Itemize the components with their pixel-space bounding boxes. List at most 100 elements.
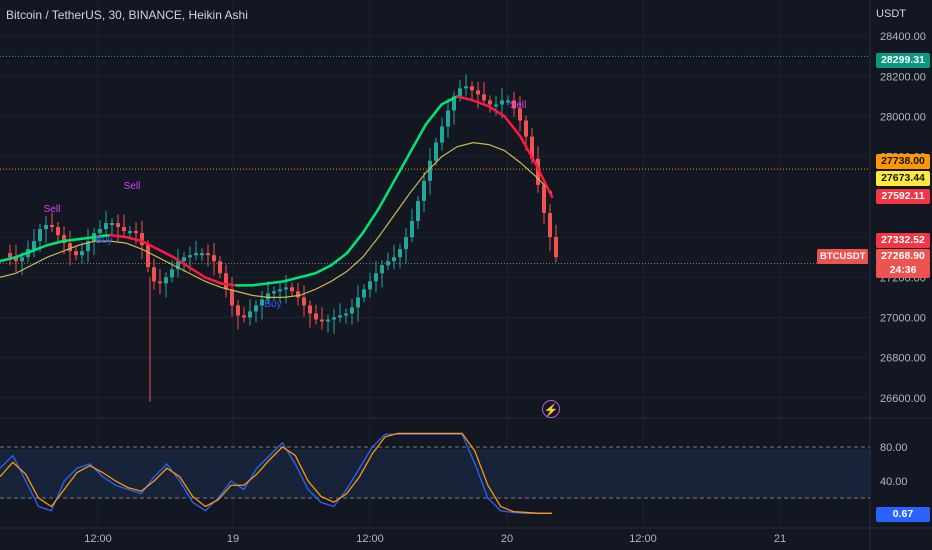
candle-body: [464, 86, 468, 89]
candle-body: [8, 253, 12, 258]
price-tag: 27592.11: [876, 189, 930, 204]
candle-body: [158, 281, 162, 284]
candle-body: [254, 305, 258, 312]
candle-body: [440, 126, 444, 143]
time-axis[interactable]: 12:00 19 12:00 20 12:00 21: [84, 533, 786, 545]
candle-body: [242, 315, 246, 318]
fast-ma-segment: [503, 115, 522, 138]
fast-ma-segment: [30, 243, 49, 253]
candle-body: [176, 261, 180, 270]
candle-body: [374, 273, 378, 282]
candle-body: [548, 212, 552, 238]
candle-body: [296, 291, 300, 298]
candle-body: [368, 281, 372, 290]
buy-signal-label: Buy: [95, 235, 112, 246]
fast-ma-segment: [188, 265, 207, 279]
candle-body: [446, 110, 450, 127]
fast-ma-segment: [408, 123, 428, 154]
price-axis[interactable]: 28400.0028200.0028000.0027800.0027400.00…: [880, 31, 926, 405]
candle-body: [404, 237, 408, 250]
candle-body: [500, 100, 504, 105]
candle-body: [278, 289, 282, 292]
fast-ma-segment: [471, 99, 491, 108]
fast-ma-segment: [219, 282, 238, 287]
candle-body: [524, 120, 528, 137]
candle-body: [38, 229, 42, 242]
candle-body: [206, 253, 210, 256]
candle-body: [518, 108, 522, 121]
price-tick-label: 28000.00: [880, 111, 926, 123]
candle-body: [350, 307, 354, 314]
fast-ma-segment: [251, 282, 270, 287]
candle-body: [122, 227, 126, 232]
time-tick-label: 12:00: [356, 533, 384, 545]
symbol-title[interactable]: Bitcoin / TetherUS, 30, BINANCE, Heikin …: [6, 8, 248, 22]
candle-body: [230, 289, 234, 306]
candle-body: [194, 253, 198, 256]
candle-body: [218, 261, 222, 274]
price-tag: 28299.31: [876, 53, 930, 68]
candle-body: [188, 255, 192, 258]
candle-body: [344, 313, 348, 316]
candle-body: [200, 253, 204, 256]
fast-ma-segment: [393, 151, 412, 183]
candle-body: [332, 317, 336, 320]
candle-body: [182, 257, 186, 262]
fast-ma-segment: [377, 179, 396, 211]
fast-ma-segment: [77, 235, 96, 241]
fast-ma-segment: [298, 272, 317, 279]
candle-body: [308, 305, 312, 314]
ticker-tag: BTCUSDT: [817, 249, 869, 264]
candle-body: [50, 225, 54, 228]
candle-body: [260, 299, 264, 306]
fast-ma-segment: [124, 235, 144, 243]
candle-body: [248, 311, 252, 318]
fast-ma-segment: [266, 280, 286, 285]
candle-body: [452, 96, 456, 111]
candle-body: [74, 251, 78, 256]
price-tag: 27738.00: [876, 154, 930, 169]
price-tick-label: 27000.00: [880, 312, 926, 324]
time-tick-label: 21: [774, 533, 786, 545]
candle-body: [326, 319, 330, 322]
fast-ma-segment: [282, 276, 301, 283]
candle-body: [68, 243, 72, 252]
candle-body: [284, 287, 288, 290]
time-tick-label: 12:00: [629, 533, 657, 545]
candle-body: [434, 142, 438, 161]
candle-body: [116, 223, 120, 228]
osc-band: [0, 449, 870, 498]
candle-body: [128, 231, 132, 234]
candle-body: [314, 313, 318, 320]
candle-body: [416, 200, 420, 222]
fast-ma-segment: [487, 105, 506, 118]
candle-body: [140, 233, 144, 246]
candle-body: [170, 269, 174, 278]
candle-body: [458, 88, 462, 97]
fast-ma-segment: [203, 276, 223, 285]
lightning-icon[interactable]: ⚡: [542, 400, 560, 418]
time-tick-label: 20: [501, 533, 513, 545]
fast-ma-segment: [361, 207, 380, 235]
fast-ma-segment: [61, 237, 81, 243]
candle-body: [110, 223, 114, 226]
sell-signal-label: Sell: [510, 100, 527, 111]
moving-averages: [0, 95, 554, 298]
fast-ma-segment: [109, 233, 128, 239]
sell-signal-label: Sell: [124, 181, 141, 192]
buy-signal-label: Buy: [264, 299, 281, 310]
candle-body: [506, 100, 510, 103]
fast-ma-segment: [46, 239, 65, 247]
candle-body: [422, 180, 426, 201]
candle-body: [20, 257, 24, 262]
fast-ma-segment: [314, 263, 333, 275]
candle-body: [494, 104, 498, 107]
fast-ma-segment: [93, 233, 112, 239]
oscillator-pane: 80.00 40.00: [0, 432, 908, 514]
fast-ma-segment: [140, 239, 159, 251]
candle-body: [386, 261, 390, 266]
candle-body: [44, 225, 48, 230]
candle-body: [482, 94, 486, 101]
time-tick-label: 19: [227, 533, 239, 545]
